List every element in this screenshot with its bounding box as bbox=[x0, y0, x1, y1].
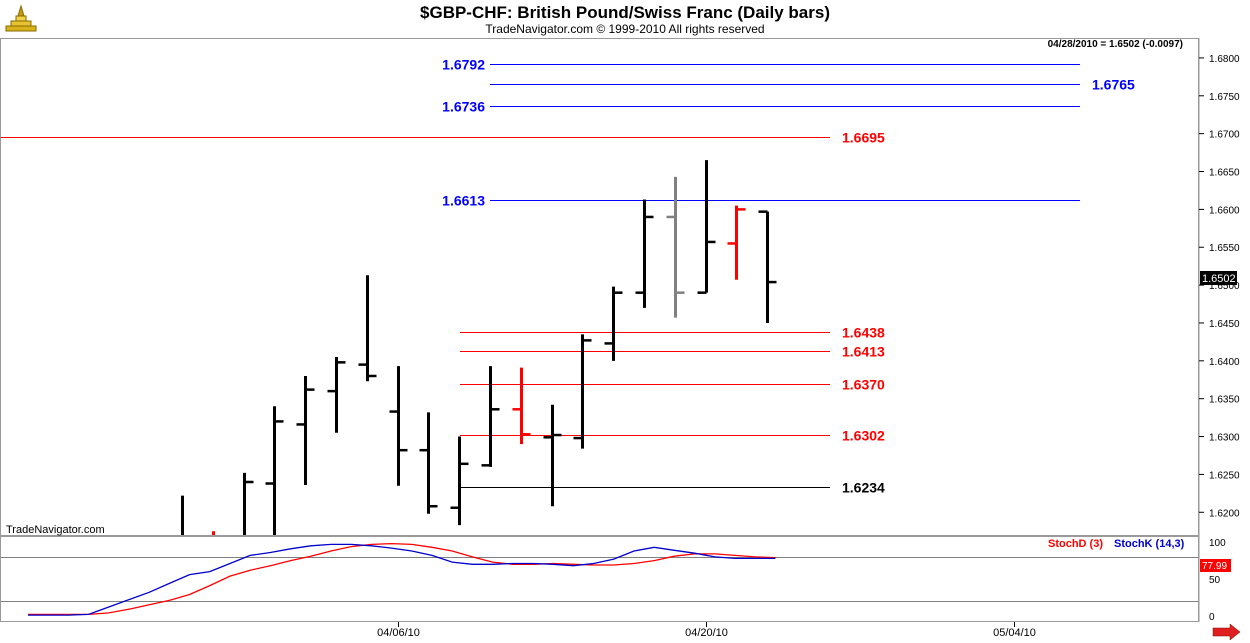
ohlc-bar[interactable] bbox=[758, 210, 777, 323]
ohlc-bar[interactable] bbox=[265, 406, 284, 535]
ohlc-bar[interactable] bbox=[327, 357, 346, 433]
last-price-marker: 1.6502 bbox=[1200, 271, 1237, 285]
date-axis: 04/06/10 04/20/10 05/04/10 bbox=[377, 622, 1036, 639]
copyright-text: TradeNavigator.com © 1999-2010 All right… bbox=[485, 22, 765, 36]
ohlc-bar[interactable] bbox=[481, 366, 500, 467]
ohlc-bar[interactable] bbox=[205, 531, 223, 588]
stoch-axis-tick-label: 0 bbox=[1209, 612, 1215, 623]
ohlc-bar[interactable] bbox=[296, 375, 315, 486]
ohlc-bar[interactable] bbox=[573, 334, 592, 449]
ohlc-bar[interactable] bbox=[512, 367, 531, 445]
date-axis-tick-label: 05/04/10 bbox=[993, 627, 1036, 639]
stoch-series-line bbox=[28, 543, 776, 616]
ohlc-bar[interactable] bbox=[389, 366, 408, 486]
ohlc-bar[interactable] bbox=[604, 286, 623, 361]
quote-box: 04/28/2010 = 1.6502 (-0.0097) bbox=[1048, 39, 1183, 50]
watermark-text: TradeNavigator.com bbox=[6, 524, 105, 536]
price-axis-tick-label: 1.6750 bbox=[1209, 92, 1240, 103]
ohlc-bar[interactable] bbox=[697, 160, 716, 294]
ohlc-bar[interactable] bbox=[236, 472, 254, 573]
level-label: 1.6234 bbox=[842, 480, 885, 496]
price-axis-tick-label: 1.6300 bbox=[1209, 433, 1240, 444]
ohlc-bar[interactable] bbox=[450, 436, 469, 526]
price-axis-tick-label: 1.6450 bbox=[1209, 319, 1240, 330]
level-label: 1.6736 bbox=[442, 99, 485, 115]
price-axis-tick-label: 1.6250 bbox=[1209, 470, 1240, 481]
stoch-axis-tick-label: 100 bbox=[1209, 538, 1226, 549]
ohlc-bar[interactable] bbox=[727, 205, 746, 280]
level-label: 1.6370 bbox=[842, 377, 885, 393]
price-panel-frame bbox=[0, 38, 1199, 536]
stoch-last-value-box bbox=[1200, 559, 1231, 572]
tradenavigator-logo-icon bbox=[5, 4, 37, 32]
level-label: 1.6438 bbox=[842, 325, 885, 341]
date-axis-tick-label: 04/20/10 bbox=[685, 627, 728, 639]
ohlc-bar[interactable] bbox=[419, 412, 438, 514]
ohlc-bar[interactable] bbox=[635, 199, 654, 308]
legend-stochd: StochD (3) bbox=[1048, 538, 1103, 550]
level-label: 1.6765 bbox=[1092, 77, 1135, 93]
stochastic-panel: 0 50 100 StochD (3) StochK (14,3) 77.99 bbox=[1, 538, 1231, 623]
price-axis-tick-label: 1.6800 bbox=[1209, 54, 1240, 65]
stoch-axis-tick-label: 50 bbox=[1209, 575, 1221, 586]
legend-stochk: StochK (14,3) bbox=[1114, 538, 1185, 550]
chart-header: $GBP-CHF: British Pound/Swiss Franc (Dai… bbox=[0, 0, 1250, 38]
level-label: 1.6613 bbox=[442, 193, 485, 209]
date-axis-tick-label: 04/06/10 bbox=[377, 627, 420, 639]
price-axis-tick-label: 1.6650 bbox=[1209, 168, 1240, 179]
level-label: 1.6792 bbox=[442, 57, 485, 73]
stoch-series-line bbox=[28, 542, 776, 616]
chart-title: $GBP-CHF: British Pound/Swiss Franc (Dai… bbox=[420, 3, 830, 22]
price-axis-tick-label: 1.6350 bbox=[1209, 395, 1240, 406]
level-label: 1.6413 bbox=[842, 344, 885, 360]
ohlc-bars[interactable] bbox=[174, 160, 777, 588]
level-lines: 1.6792 1.6765 1.6736 1.6695 1.6613 1.6438 1.64… bbox=[1, 57, 1135, 496]
price-axis-tick-label: 1.6550 bbox=[1209, 243, 1240, 254]
scroll-right-arrow-icon[interactable] bbox=[1212, 623, 1241, 641]
price-axis-tick-label: 1.6200 bbox=[1209, 508, 1240, 519]
price-axis-tick-label: 1.6600 bbox=[1209, 205, 1240, 216]
price-axis: 1.6200 1.6250 1.6300 1.6350 1.6400 1.6450 1.65… bbox=[1199, 54, 1240, 519]
price-axis-tick-label: 1.6400 bbox=[1209, 357, 1240, 368]
stoch-last-value-label: 77.99 bbox=[1202, 561, 1227, 572]
ohlc-bar[interactable] bbox=[543, 404, 562, 507]
ohlc-bar[interactable] bbox=[174, 495, 192, 588]
ohlc-bar[interactable] bbox=[358, 275, 377, 382]
level-label: 1.6302 bbox=[842, 428, 885, 444]
level-label: 1.6695 bbox=[842, 130, 885, 146]
price-axis-tick-label: 1.6500 bbox=[1209, 281, 1240, 292]
ohlc-bar[interactable] bbox=[666, 176, 685, 318]
price-axis-tick-label: 1.6700 bbox=[1209, 130, 1240, 141]
last-price-label: 1.6502 bbox=[1202, 273, 1236, 285]
